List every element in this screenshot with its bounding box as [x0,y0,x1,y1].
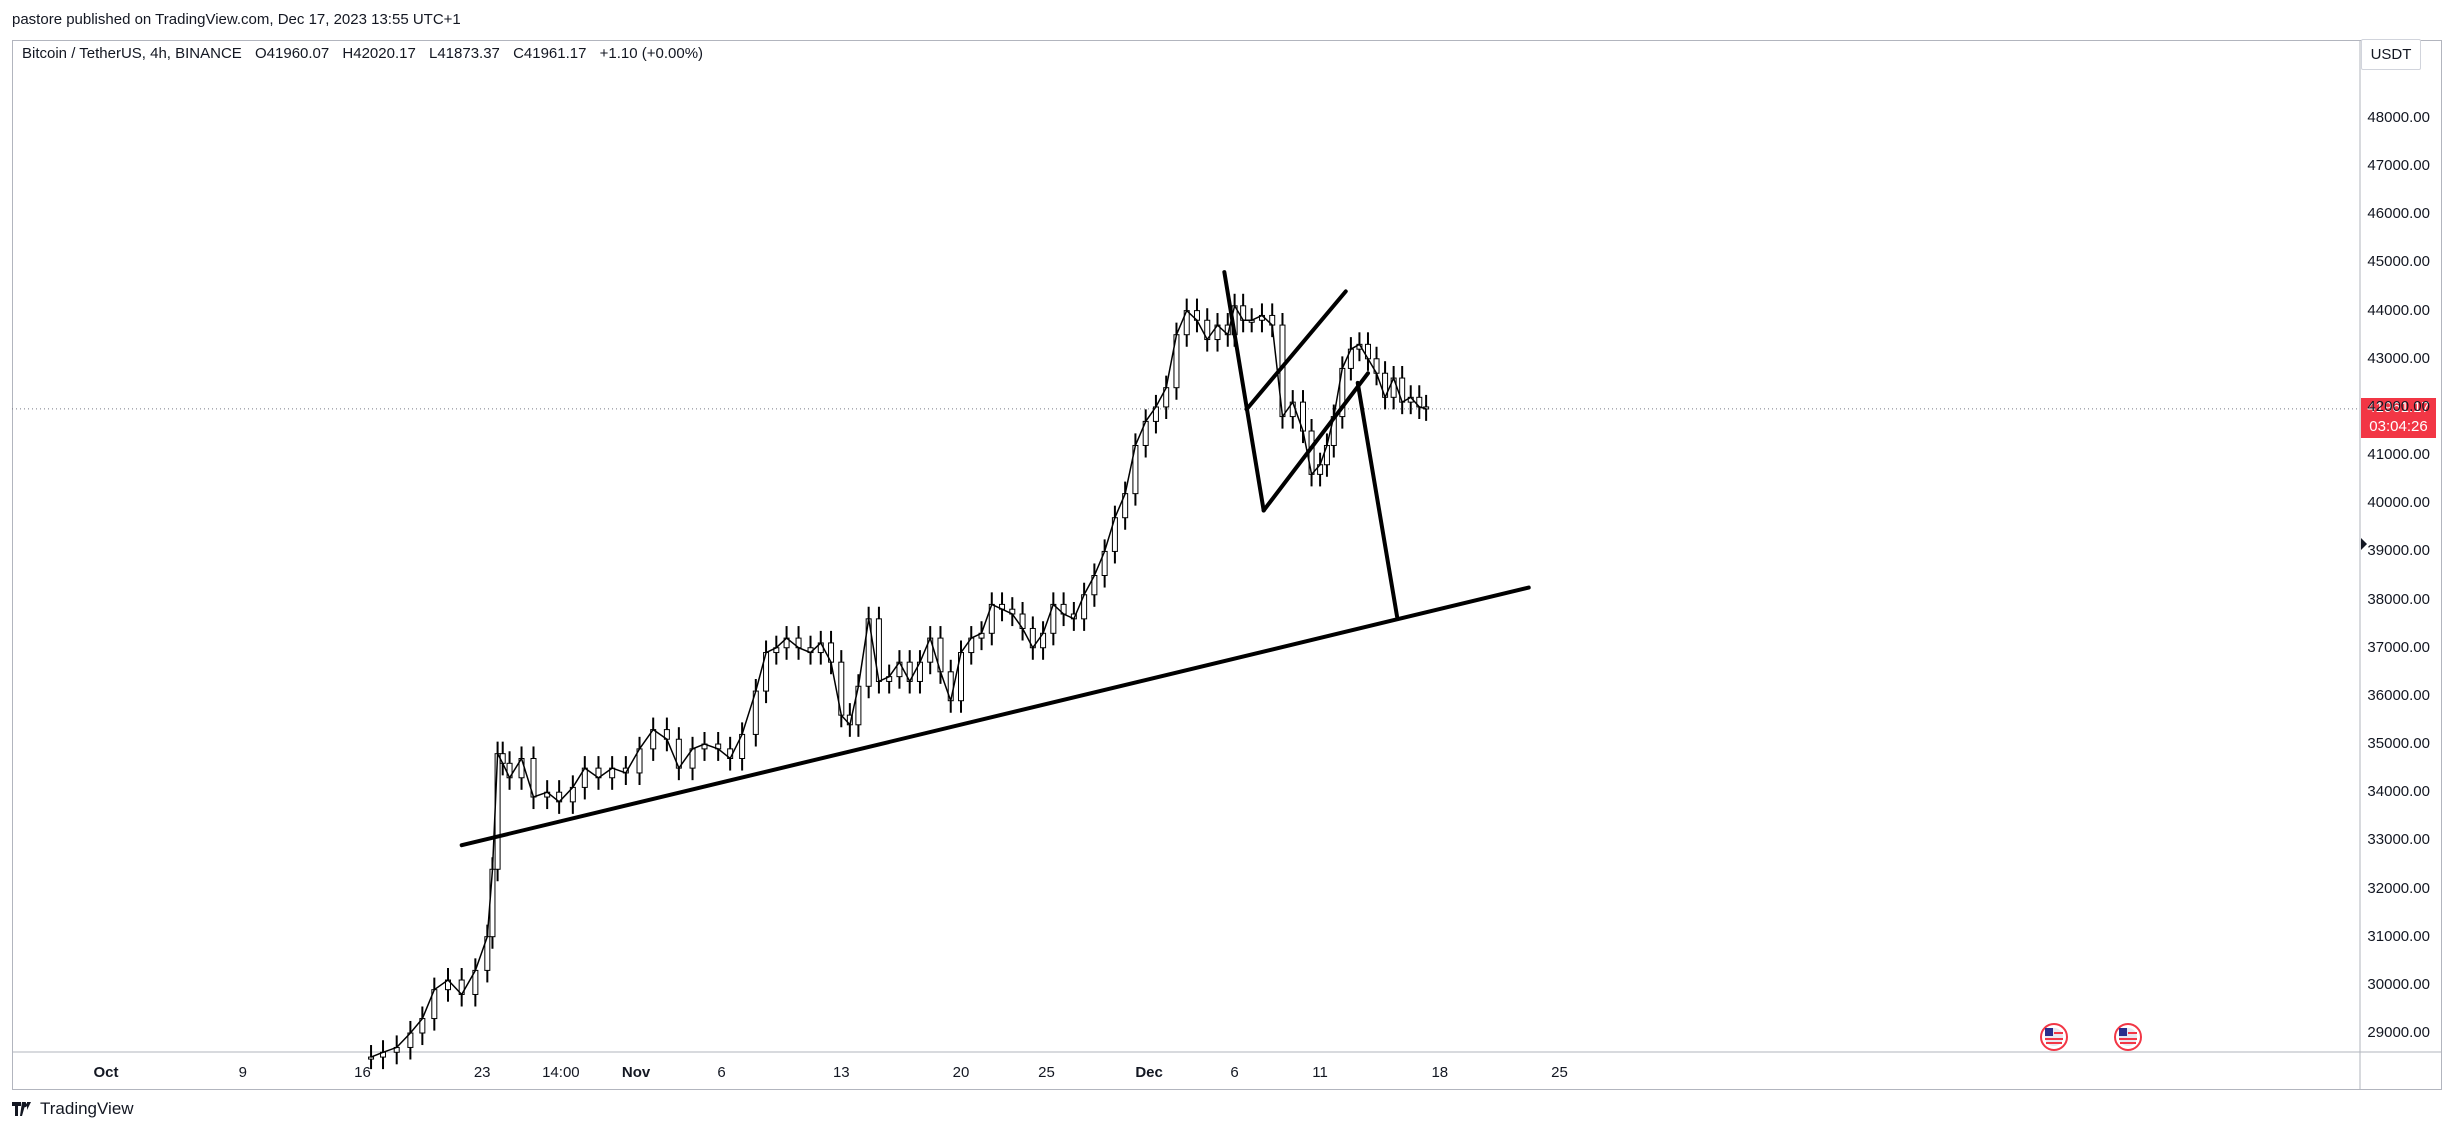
time-tick-label: 13 [832,1064,850,1081]
channel-lower [1261,371,1370,513]
time-tick-label: 11 [1312,1064,1328,1081]
chart-frame [12,40,2442,1090]
price-tick-label: 41000.00 [2367,446,2430,464]
channel-upper [1244,289,1348,412]
ohlc-high: H42020.17 [342,45,416,62]
price-tick-label: 43000.00 [2367,349,2430,367]
time-tick-label: 16 [354,1064,371,1081]
price-tick-label: 33000.00 [2367,831,2430,849]
price-tick-label: 36000.00 [2367,686,2430,704]
ohlc-low: L41873.37 [428,45,500,62]
footer-brand[interactable]: TradingView [40,1099,134,1118]
price-tick-label: 35000.00 [2367,735,2430,753]
ohlc-change: +1.10 (+0.00%) [599,45,704,62]
time-tick-label: 9 [238,1064,247,1081]
symbol-name[interactable]: Bitcoin / TetherUS, 4h, BINANCE [22,45,242,62]
projection-down [1355,380,1400,619]
time-tick-label: Oct [93,1064,119,1081]
price-tick-label: 37000.00 [2367,638,2430,656]
price-tick-label: 45000.00 [2367,253,2430,271]
candle-body [368,1056,375,1060]
time-tick-label: 20 [952,1064,970,1081]
symbol-legend: Bitcoin / TetherUS, 4h, BINANCE O41960.0… [22,45,712,62]
ohlc-close: C41961.17 [513,45,587,62]
price-tick-label: 44000.00 [2367,301,2430,319]
us-flag-event-icon[interactable] [2114,1023,2142,1051]
pole-line [1222,270,1266,513]
price-tick-label: 39000.00 [2367,542,2430,560]
us-flag-event-icon[interactable] [2040,1023,2068,1051]
currency-button[interactable]: USDT [2361,39,2421,70]
time-tick-label: 18 [1431,1064,1449,1081]
top-bar: pastore published on TradingView.com, De… [0,0,2457,40]
time-tick-label: 23 [473,1064,491,1081]
bar-countdown: 03:04:26 [2369,418,2428,435]
time-tick-label: 6 [1230,1064,1239,1081]
footer: TradingView [12,1099,134,1119]
last-price-value: 41961.17 [2367,399,2430,416]
price-tick-label: 31000.00 [2367,927,2430,945]
time-tick-label: 25 [1551,1064,1568,1081]
tradingview-logo-icon[interactable] [12,1102,34,1116]
price-tick-label: 48000.00 [2367,109,2430,126]
time-tick-label: 6 [717,1064,726,1081]
price-tick-label: 40000.00 [2367,494,2430,512]
support-trendline [459,585,1531,848]
price-tick-label: 46000.00 [2367,205,2430,223]
price-series-line [370,303,1427,1058]
price-tick-label: 42000.00 [2367,397,2430,415]
price-tick-label: 32000.00 [2367,879,2430,897]
publish-info: pastore published on TradingView.com, De… [12,11,461,28]
candle-body [494,753,501,870]
time-tick-label: 25 [1038,1064,1055,1081]
marker-arrow-icon [2361,538,2367,550]
price-tick-label: 34000.00 [2367,783,2430,801]
price-tick-label: 38000.00 [2367,590,2430,608]
price-tick-label: 30000.00 [2367,975,2430,993]
time-tick-label: Dec [1135,1064,1163,1081]
price-tick-label: 47000.00 [2367,157,2430,175]
ohlc-open: O41960.07 [255,45,330,62]
time-tick-label: 14:00 [542,1064,580,1081]
time-tick-label: Nov [621,1064,651,1081]
last-price-badge: 41961.17 03:04:26 [2361,398,2436,438]
price-tick-label: 29000.00 [2367,1024,2430,1041]
